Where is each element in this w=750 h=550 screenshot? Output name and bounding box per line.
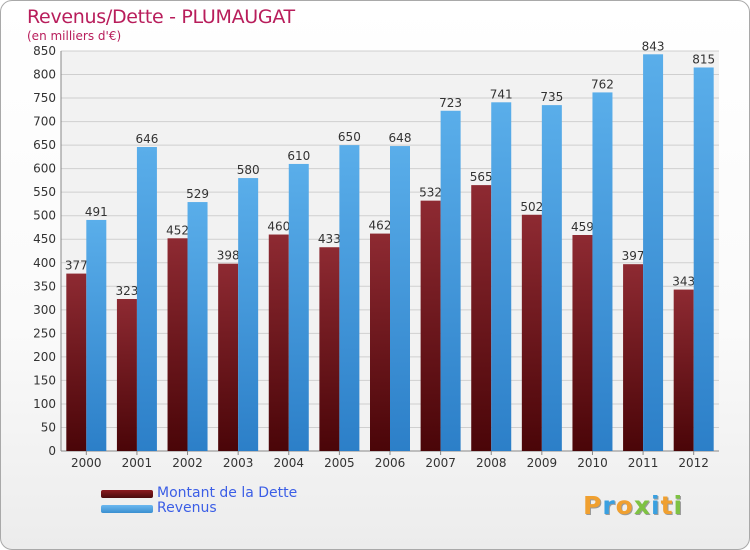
chart-subtitle: (en milliers d'€) [27,29,122,43]
data-label-revenus: 843 [642,39,665,53]
bar-dette [521,214,542,451]
x-tick-label: 2002 [172,456,203,470]
x-tick-label: 2011 [628,456,659,470]
bar-dette [116,299,137,451]
data-label-revenus: 741 [490,87,513,101]
data-label-revenus: 650 [338,130,361,144]
logo-letter: t [660,491,674,520]
bar-revenus [288,163,309,452]
logo-letter: i [651,491,661,520]
data-label-dette: 452 [166,223,189,237]
legend-swatch-revenus [101,505,153,513]
logo-letter: o [615,491,634,520]
bar-revenus [643,54,664,451]
data-label-dette: 459 [571,220,594,234]
bar-revenus [541,105,562,451]
x-tick-label: 2012 [678,456,709,470]
bar-revenus [693,67,714,452]
logo-letter: P [583,491,603,520]
bar-revenus [187,202,208,451]
data-label-dette: 398 [217,249,240,263]
y-tick-label: 850 [33,44,56,58]
bar-dette [420,200,441,451]
data-label-dette: 433 [318,232,341,246]
data-label-revenus: 815 [692,52,715,66]
y-tick-label: 250 [33,326,56,340]
y-tick-label: 500 [33,209,56,223]
data-label-dette: 502 [520,200,543,214]
data-label-dette: 377 [65,259,88,273]
y-tick-label: 400 [33,256,56,270]
data-label-dette: 532 [419,186,442,200]
x-tick-label: 2001 [122,456,153,470]
data-label-revenus: 610 [287,149,310,163]
bar-revenus [136,147,157,451]
data-label-dette: 462 [369,219,392,233]
bar-dette [66,273,87,451]
data-label-revenus: 646 [135,132,158,146]
y-tick-label: 650 [33,138,56,152]
y-tick-label: 200 [33,350,56,364]
proxiti-logo: Proxiti [583,491,683,520]
x-tick-label: 2006 [375,456,406,470]
data-label-revenus: 580 [237,163,260,177]
data-label-revenus: 762 [591,77,614,91]
bar-revenus [592,92,613,451]
y-tick-label: 300 [33,303,56,317]
legend-swatch-dette [101,490,153,498]
bar-revenus [390,146,410,451]
data-label-dette: 565 [470,170,493,184]
bar-dette [471,185,492,451]
bar-revenus [339,145,360,451]
data-label-revenus: 723 [439,96,462,110]
bar-revenus [238,178,259,451]
x-tick-label: 2008 [476,456,507,470]
chart-title: Revenus/Dette - PLUMAUGAT [27,6,295,28]
bar-dette [370,233,390,451]
y-tick-label: 50 [41,420,56,434]
data-label-revenus: 491 [85,205,108,219]
data-label-dette: 323 [115,284,138,298]
logo-letter: r [602,491,616,520]
logo-letter: x [633,491,651,520]
data-label-dette: 397 [622,249,645,263]
data-label-revenus: 735 [540,90,563,104]
x-tick-label: 2004 [273,456,304,470]
x-tick-label: 2003 [223,456,254,470]
data-label-revenus: 529 [186,187,209,201]
x-tick-label: 2010 [577,456,608,470]
bar-dette [673,289,694,451]
x-tick-label: 2005 [324,456,355,470]
y-tick-label: 600 [33,162,56,176]
y-tick-label: 150 [33,373,56,387]
y-tick-label: 100 [33,397,56,411]
bar-dette [268,234,289,451]
y-tick-label: 550 [33,185,56,199]
bar-revenus [86,219,107,451]
x-tick-label: 2000 [71,456,102,470]
y-tick-label: 750 [33,91,56,105]
data-label-dette: 343 [672,275,695,289]
bar-revenus [440,110,461,451]
bar-revenus [491,102,512,451]
y-tick-label: 350 [33,279,56,293]
bar-dette [218,263,239,451]
data-label-dette: 460 [267,220,290,234]
y-tick-label: 450 [33,232,56,246]
bar-dette [167,238,188,451]
y-tick-label: 0 [48,444,56,458]
bar-dette [319,247,340,451]
bar-dette [572,235,593,451]
y-tick-label: 700 [33,115,56,129]
x-tick-label: 2007 [425,456,456,470]
y-tick-label: 800 [33,68,56,82]
legend-label-dette: Montant de la Dette [157,485,298,501]
logo-letter: i [673,491,684,520]
legend-label-revenus: Revenus [157,500,217,516]
bar-dette [623,264,644,451]
data-label-revenus: 648 [389,131,412,145]
x-tick-label: 2009 [527,456,558,470]
